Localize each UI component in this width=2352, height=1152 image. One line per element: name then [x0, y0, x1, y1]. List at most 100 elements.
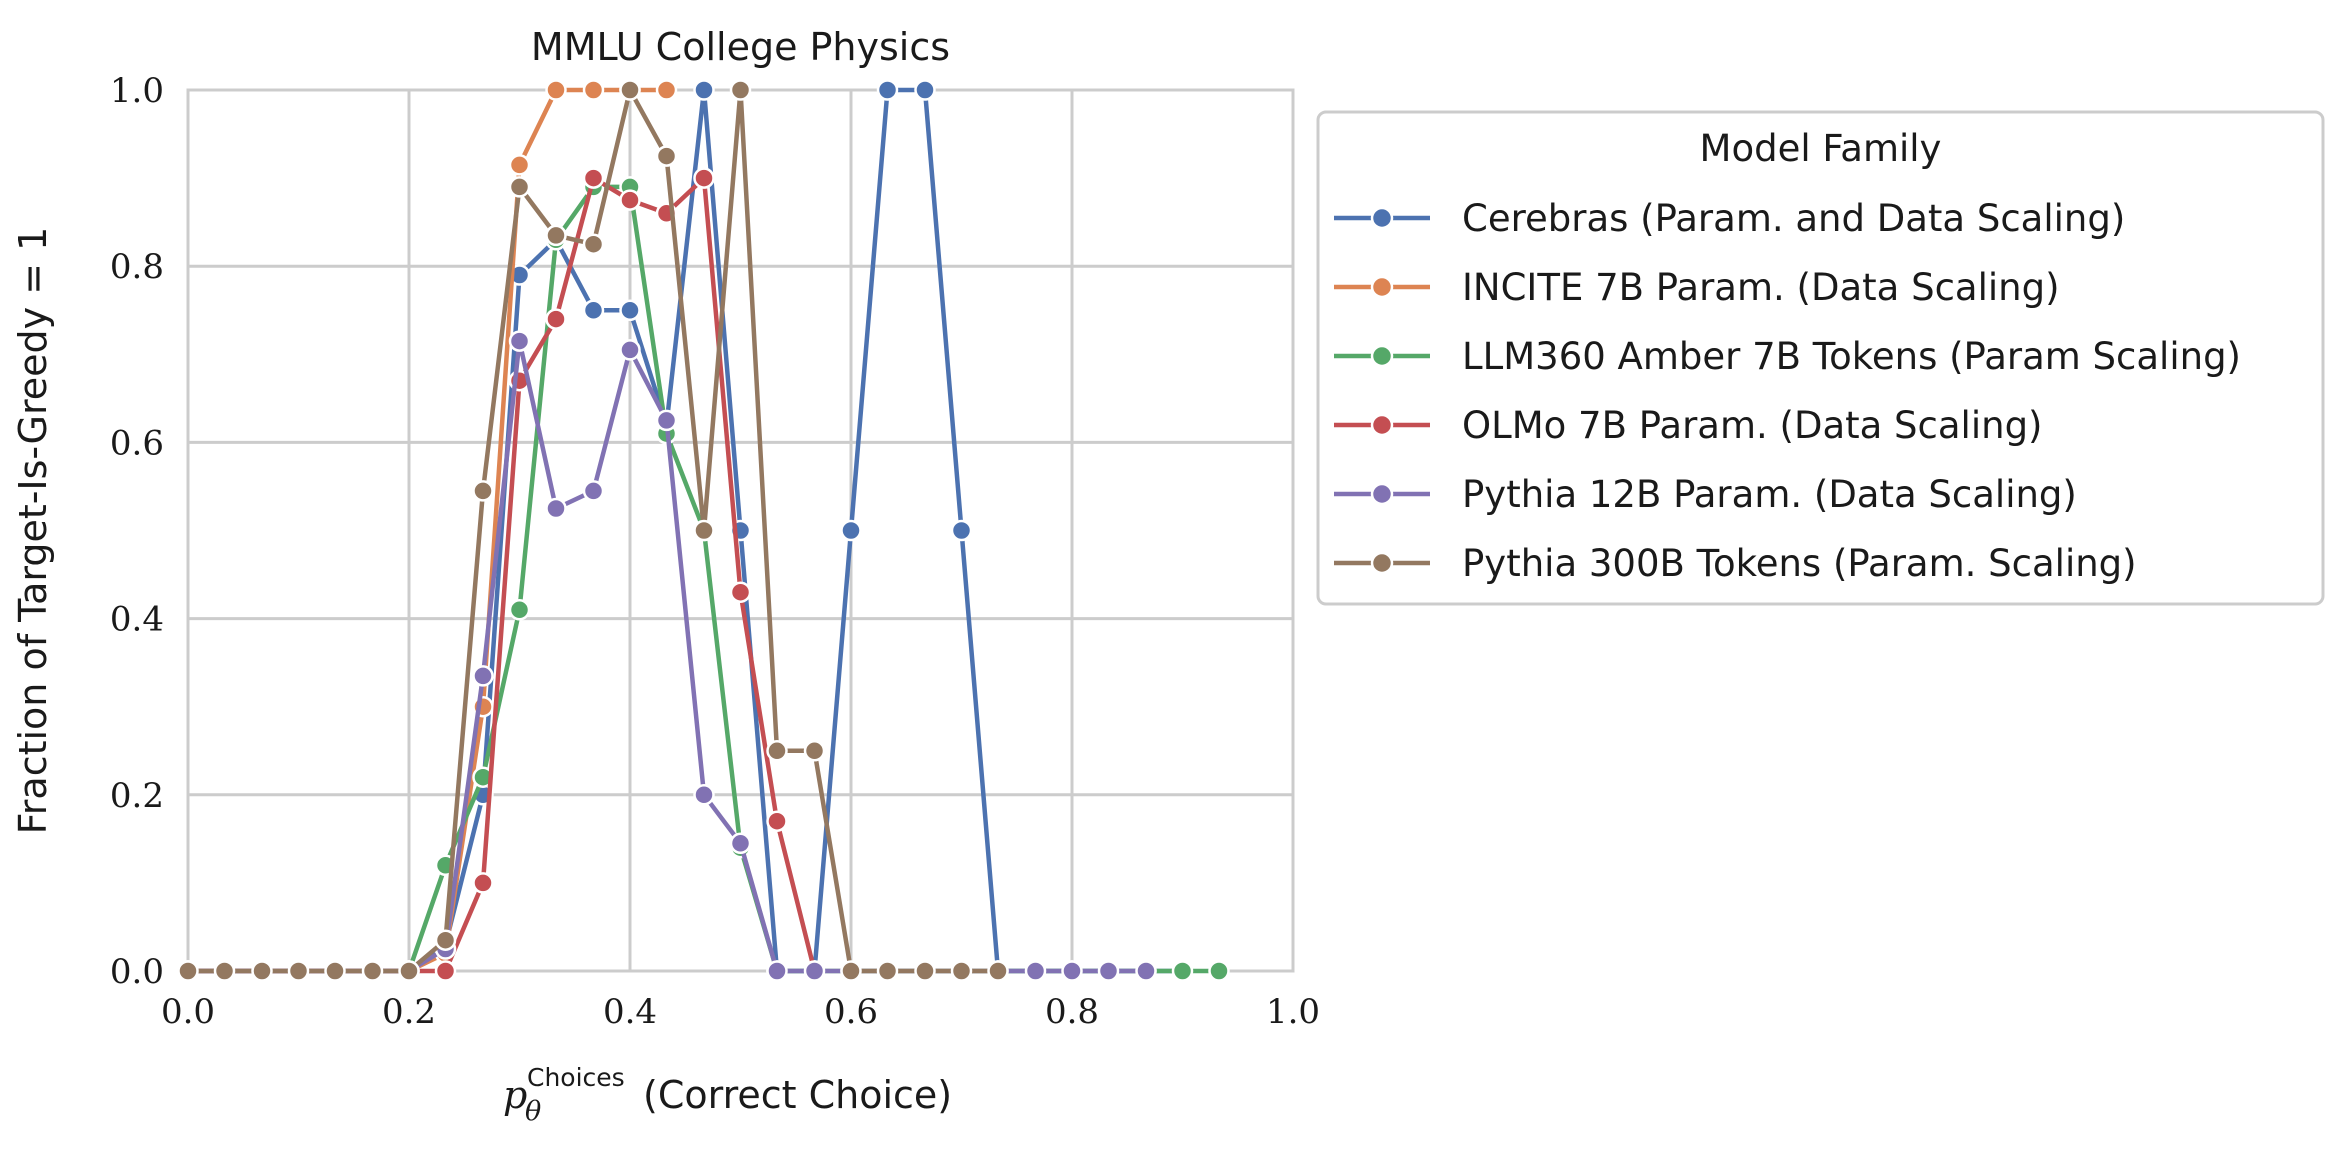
x-axis-label-subscript: θ [525, 1096, 541, 1127]
data-point [545, 308, 567, 330]
data-point [508, 599, 531, 621]
x-tick-label: 0.6 [824, 992, 878, 1032]
y-tick-label: 0.0 [110, 952, 164, 992]
x-tick-label: 0.8 [1045, 992, 1099, 1032]
data-point [177, 960, 199, 982]
data-point [582, 299, 605, 322]
data-point [1097, 960, 1120, 982]
grid [186, 88, 1295, 973]
legend-swatch-marker [1370, 413, 1394, 437]
data-point [729, 79, 752, 101]
data-point [287, 960, 310, 982]
data-point [914, 960, 936, 982]
data-point [472, 665, 494, 687]
series-layer [177, 79, 1230, 982]
data-point [766, 810, 788, 832]
data-point [693, 79, 715, 101]
x-axis-label-math: p [503, 1073, 527, 1117]
data-point [582, 233, 605, 255]
y-tick-label: 0.2 [110, 776, 164, 816]
legend: Model Family Cerebras (Param. and Data S… [1316, 110, 2325, 606]
data-point [582, 167, 605, 189]
data-point [361, 960, 384, 982]
data-point [876, 79, 899, 101]
y-tick-label: 0.4 [110, 600, 164, 640]
data-point [876, 960, 899, 982]
y-tick-label: 0.8 [110, 247, 164, 287]
legend-entry-4: Pythia 12B Param. (Data Scaling) [1334, 473, 2077, 516]
series-5 [177, 79, 1009, 982]
data-point [582, 480, 605, 502]
legend-swatch-marker [1370, 344, 1394, 368]
y-tick-label: 1.0 [110, 71, 164, 111]
data-point [840, 960, 862, 982]
x-tick-label: 0.4 [603, 992, 657, 1032]
x-axis-label-superscript: Choices [527, 1063, 625, 1092]
data-point [582, 79, 605, 101]
x-tick-label: 0.2 [382, 992, 436, 1032]
data-point [729, 832, 752, 855]
data-point [251, 960, 273, 982]
legend-entry-1: INCITE 7B Param. (Data Scaling) [1334, 266, 2060, 309]
data-point [619, 189, 641, 211]
legend-label: Pythia 12B Param. (Data Scaling) [1462, 473, 2077, 516]
data-point [434, 960, 457, 982]
legend-label: Cerebras (Param. and Data Scaling) [1462, 197, 2125, 240]
data-point [472, 872, 494, 894]
data-point [766, 960, 788, 982]
data-point [840, 519, 862, 542]
legend-label: Pythia 300B Tokens (Param. Scaling) [1462, 542, 2137, 585]
data-point [545, 497, 567, 520]
y-tick-label: 0.6 [110, 423, 164, 463]
data-point [1208, 960, 1230, 982]
data-point [766, 740, 788, 762]
data-point [655, 409, 678, 432]
data-point [914, 79, 936, 101]
data-point [1135, 960, 1157, 982]
data-point [1171, 960, 1194, 982]
x-axis-label-text: (Correct Choice) [643, 1073, 952, 1117]
data-point [434, 929, 457, 951]
data-point [655, 79, 678, 101]
x-tick-label: 0.0 [161, 992, 215, 1032]
data-point [1024, 960, 1047, 982]
data-point [472, 480, 494, 502]
data-point [655, 145, 678, 167]
legend-entry-2: LLM360 Amber 7B Tokens (Param Scaling) [1334, 335, 2241, 378]
chart-title: MMLU College Physics [531, 25, 950, 69]
data-point [693, 519, 715, 542]
data-point [508, 154, 531, 176]
legend-box [1316, 110, 2325, 606]
data-point [545, 79, 567, 101]
legend-title: Model Family [1700, 127, 1942, 170]
data-point [693, 784, 715, 806]
data-point [508, 176, 531, 198]
y-axis-label: Fraction of Target-Is-Greedy = 1 [11, 227, 55, 835]
legend-entries: Cerebras (Param. and Data Scaling) INCITE… [1334, 197, 2241, 585]
tick-labels: 0.0 0.2 0.4 0.6 0.8 1.0 0.0 0.2 0.4 0.6 0.8 1.0 [110, 71, 1320, 1032]
legend-swatch-marker [1370, 275, 1394, 299]
legend-swatch-marker [1370, 482, 1394, 506]
x-axis-label: p θ Choices (Correct Choice) [503, 1063, 952, 1127]
legend-swatch-marker [1370, 551, 1394, 575]
data-point [1061, 960, 1083, 982]
data-point [213, 960, 236, 982]
legend-label: OLMo 7B Param. (Data Scaling) [1462, 404, 2043, 447]
data-point [324, 960, 346, 982]
data-point [803, 740, 826, 762]
data-point [508, 330, 531, 352]
data-point [950, 519, 973, 542]
data-point [693, 167, 715, 189]
data-point [619, 299, 641, 322]
legend-entry-3: OLMo 7B Param. (Data Scaling) [1334, 404, 2043, 447]
data-point [545, 224, 567, 247]
data-point [803, 960, 826, 982]
data-point [987, 960, 1009, 982]
legend-entry-0: Cerebras (Param. and Data Scaling) [1334, 197, 2125, 240]
legend-label: INCITE 7B Param. (Data Scaling) [1462, 266, 2060, 309]
x-tick-label: 1.0 [1266, 992, 1320, 1032]
legend-swatch-marker [1370, 206, 1394, 230]
data-point [729, 581, 752, 603]
legend-label: LLM360 Amber 7B Tokens (Param Scaling) [1462, 335, 2241, 378]
